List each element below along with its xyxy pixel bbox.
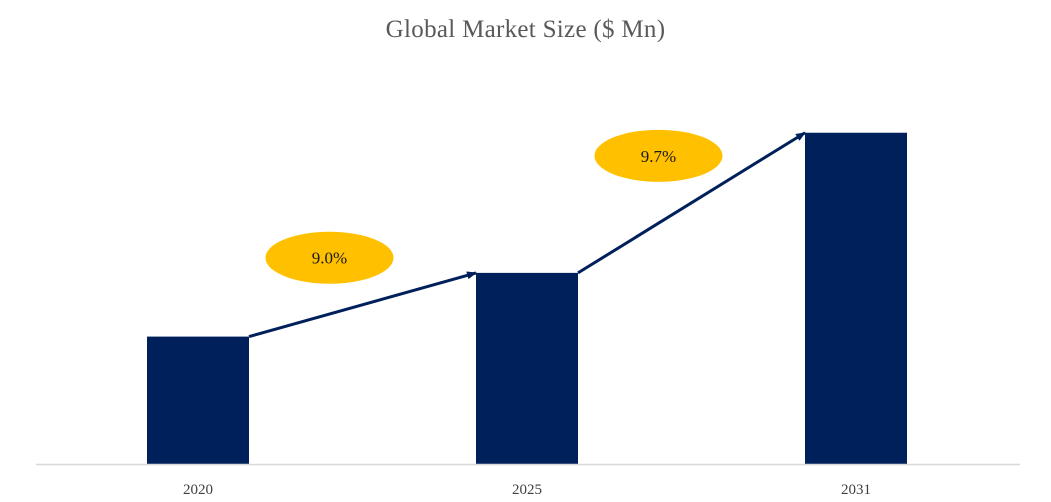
growth-badge-2025-2031: 9.7% xyxy=(594,129,723,182)
growth-badges-layer: 9.0% 9.7% xyxy=(265,129,723,284)
x-tick-labels: 2020 2025 2031 xyxy=(183,482,871,498)
growth-arrow-2025-2031 xyxy=(577,131,806,275)
growth-badge-2020-2025: 9.0% xyxy=(265,231,394,284)
growth-rate-label: 9.0% xyxy=(312,249,347,268)
bar-2020 xyxy=(147,336,249,464)
x-tick-label-2025: 2025 xyxy=(512,482,542,498)
growth-badge-ellipse xyxy=(594,129,723,182)
x-tick-label-2020: 2020 xyxy=(183,482,213,498)
bars-layer xyxy=(147,132,907,465)
growth-badge-ellipse xyxy=(265,231,394,284)
bar-2031 xyxy=(805,132,907,465)
x-tick-label-2031: 2031 xyxy=(841,482,871,498)
growth-arrows-layer xyxy=(248,131,806,339)
chart-title: Global Market Size ($ Mn) xyxy=(385,16,666,43)
growth-rate-label: 9.7% xyxy=(641,147,676,166)
bar-2025 xyxy=(476,272,578,464)
growth-arrow-2020-2025 xyxy=(248,271,477,339)
